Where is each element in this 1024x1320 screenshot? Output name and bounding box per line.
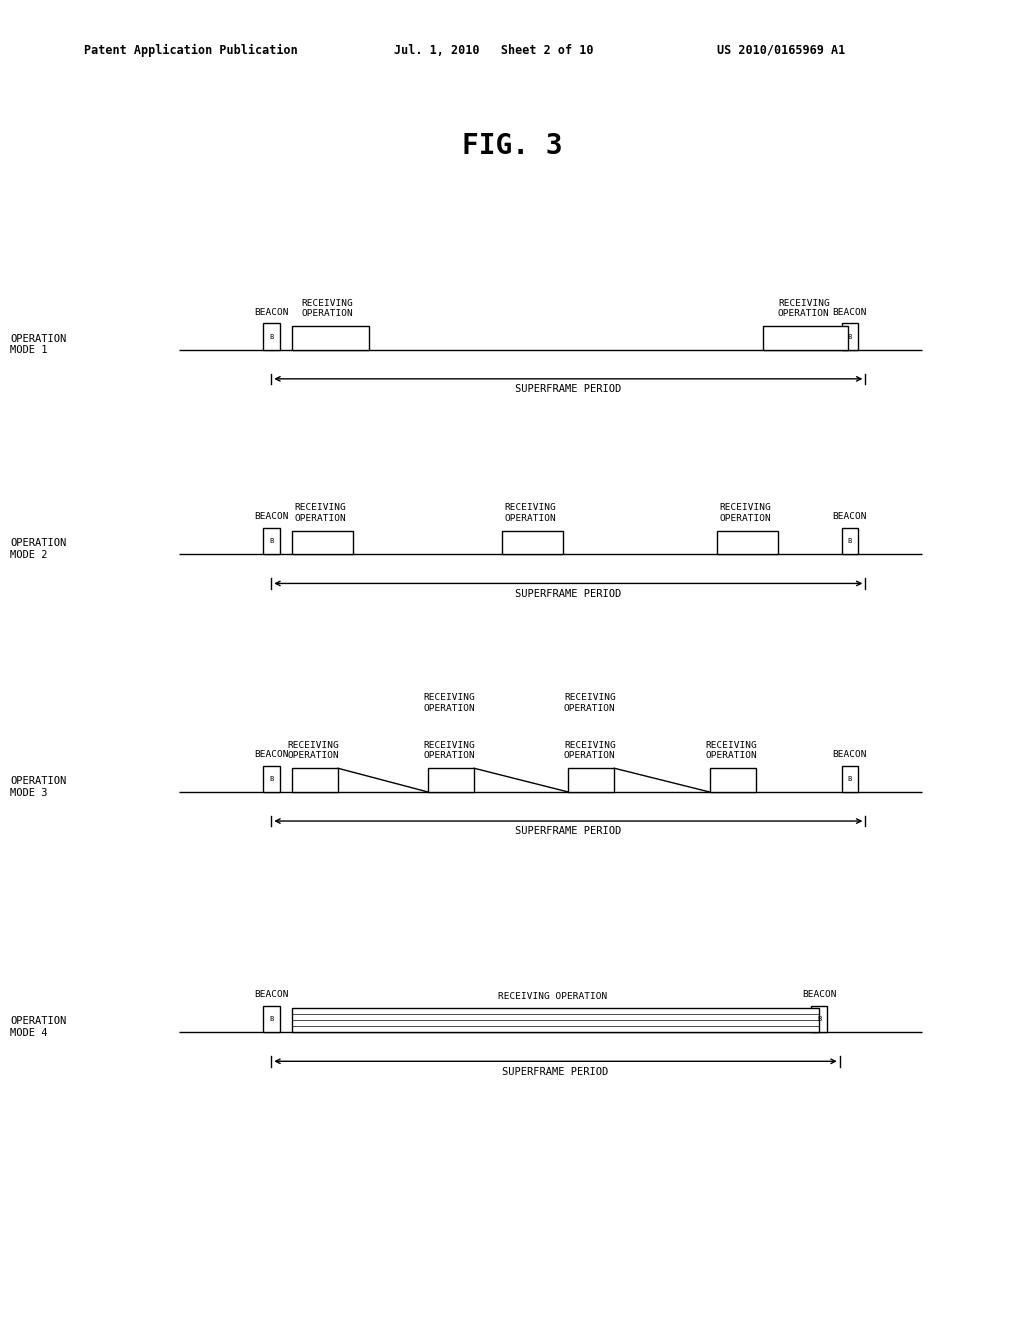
- Bar: [292, 1008, 819, 1032]
- Text: OPERATION
MODE 3: OPERATION MODE 3: [10, 776, 67, 797]
- Bar: [568, 768, 614, 792]
- Text: FIG. 3: FIG. 3: [462, 132, 562, 160]
- Text: RECEIVING
OPERATION: RECEIVING OPERATION: [564, 693, 615, 713]
- Text: SUPERFRAME PERIOD: SUPERFRAME PERIOD: [515, 589, 622, 599]
- Bar: [717, 531, 778, 554]
- Text: RECEIVING
OPERATION: RECEIVING OPERATION: [302, 298, 353, 318]
- Text: RECEIVING
OPERATION: RECEIVING OPERATION: [706, 741, 757, 760]
- Text: OPERATION
MODE 4: OPERATION MODE 4: [10, 1016, 67, 1038]
- Text: B: B: [269, 1016, 273, 1022]
- Text: RECEIVING
OPERATION: RECEIVING OPERATION: [288, 741, 339, 760]
- Text: B: B: [848, 334, 852, 339]
- Text: OPERATION
MODE 1: OPERATION MODE 1: [10, 334, 67, 355]
- Bar: [763, 326, 848, 350]
- Bar: [502, 531, 563, 554]
- Text: US 2010/0165969 A1: US 2010/0165969 A1: [717, 44, 845, 57]
- Bar: [292, 326, 369, 350]
- Text: BEACON: BEACON: [254, 990, 289, 999]
- Bar: [428, 768, 474, 792]
- Text: SUPERFRAME PERIOD: SUPERFRAME PERIOD: [515, 384, 622, 395]
- Text: SUPERFRAME PERIOD: SUPERFRAME PERIOD: [503, 1067, 608, 1077]
- Text: B: B: [817, 1016, 821, 1022]
- Text: B: B: [269, 334, 273, 339]
- Text: BEACON: BEACON: [254, 750, 289, 759]
- Text: RECEIVING
OPERATION: RECEIVING OPERATION: [295, 503, 346, 523]
- Bar: [292, 531, 353, 554]
- Text: B: B: [269, 539, 273, 544]
- Text: RECEIVING
OPERATION: RECEIVING OPERATION: [720, 503, 771, 523]
- Text: BEACON: BEACON: [254, 512, 289, 521]
- Bar: [263, 323, 280, 350]
- Bar: [842, 528, 858, 554]
- Text: BEACON: BEACON: [833, 308, 867, 317]
- Text: BEACON: BEACON: [833, 750, 867, 759]
- Text: RECEIVING
OPERATION: RECEIVING OPERATION: [505, 503, 556, 523]
- Text: B: B: [848, 539, 852, 544]
- Bar: [263, 1006, 280, 1032]
- Text: RECEIVING
OPERATION: RECEIVING OPERATION: [424, 693, 475, 713]
- Bar: [842, 766, 858, 792]
- Text: RECEIVING OPERATION: RECEIVING OPERATION: [499, 991, 607, 1001]
- Text: B: B: [848, 776, 852, 781]
- Text: RECEIVING
OPERATION: RECEIVING OPERATION: [424, 741, 475, 760]
- Bar: [263, 766, 280, 792]
- Bar: [263, 528, 280, 554]
- Text: B: B: [269, 776, 273, 781]
- Bar: [292, 768, 338, 792]
- Text: OPERATION
MODE 2: OPERATION MODE 2: [10, 539, 67, 560]
- Text: BEACON: BEACON: [802, 990, 837, 999]
- Bar: [811, 1006, 827, 1032]
- Text: BEACON: BEACON: [254, 308, 289, 317]
- Text: RECEIVING
OPERATION: RECEIVING OPERATION: [778, 298, 829, 318]
- Text: RECEIVING
OPERATION: RECEIVING OPERATION: [564, 741, 615, 760]
- Text: BEACON: BEACON: [833, 512, 867, 521]
- Text: Patent Application Publication: Patent Application Publication: [84, 44, 298, 57]
- Text: Jul. 1, 2010   Sheet 2 of 10: Jul. 1, 2010 Sheet 2 of 10: [394, 44, 594, 57]
- Text: SUPERFRAME PERIOD: SUPERFRAME PERIOD: [515, 826, 622, 837]
- Bar: [842, 323, 858, 350]
- Bar: [710, 768, 756, 792]
